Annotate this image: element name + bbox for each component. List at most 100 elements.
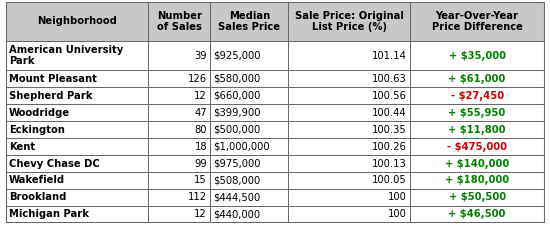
Bar xyxy=(210,206,289,223)
Text: + $35,000: + $35,000 xyxy=(449,51,505,61)
Bar xyxy=(410,70,544,87)
Bar xyxy=(210,138,289,155)
Text: 100: 100 xyxy=(388,192,406,202)
Text: + $50,500: + $50,500 xyxy=(449,192,505,202)
Text: Chevy Chase DC: Chevy Chase DC xyxy=(9,158,100,169)
Bar xyxy=(148,87,210,104)
Text: + $140,000: + $140,000 xyxy=(445,158,509,169)
Text: Sale Price: Original
List Price (%): Sale Price: Original List Price (%) xyxy=(295,11,404,32)
Text: 126: 126 xyxy=(188,74,207,84)
Bar xyxy=(210,2,289,41)
Text: 39: 39 xyxy=(195,51,207,61)
Text: 47: 47 xyxy=(195,108,207,118)
Bar xyxy=(289,155,410,172)
Bar xyxy=(210,155,289,172)
Bar xyxy=(148,138,210,155)
Text: 12: 12 xyxy=(194,91,207,101)
Text: Median
Sales Price: Median Sales Price xyxy=(218,11,280,32)
Bar xyxy=(210,87,289,104)
Bar xyxy=(210,121,289,138)
Text: - $27,450: - $27,450 xyxy=(450,91,504,101)
Text: 80: 80 xyxy=(195,125,207,135)
Text: $660,000: $660,000 xyxy=(213,91,261,101)
Bar xyxy=(289,41,410,70)
Bar xyxy=(410,172,544,189)
Text: 100.35: 100.35 xyxy=(372,125,406,135)
Text: + $46,500: + $46,500 xyxy=(448,209,506,219)
Bar xyxy=(289,87,410,104)
Text: 100.63: 100.63 xyxy=(372,74,406,84)
Bar xyxy=(289,138,410,155)
Bar xyxy=(6,155,148,172)
Text: + $55,950: + $55,950 xyxy=(448,108,506,118)
Bar xyxy=(410,2,544,41)
Bar xyxy=(6,172,148,189)
Bar xyxy=(6,87,148,104)
Bar xyxy=(6,121,148,138)
Text: American University
Park: American University Park xyxy=(9,45,123,66)
Bar xyxy=(148,189,210,206)
Text: $975,000: $975,000 xyxy=(213,158,261,169)
Bar xyxy=(148,41,210,70)
Bar xyxy=(6,206,148,223)
Text: $444,500: $444,500 xyxy=(213,192,261,202)
Bar xyxy=(6,70,148,87)
Text: Eckington: Eckington xyxy=(9,125,64,135)
Bar xyxy=(289,2,410,41)
Bar xyxy=(289,189,410,206)
Text: + $180,000: + $180,000 xyxy=(445,176,509,185)
Bar xyxy=(410,87,544,104)
Text: $580,000: $580,000 xyxy=(213,74,261,84)
Bar xyxy=(210,189,289,206)
Text: $508,000: $508,000 xyxy=(213,176,261,185)
Bar xyxy=(410,189,544,206)
Text: + $11,800: + $11,800 xyxy=(448,125,506,135)
Bar xyxy=(210,41,289,70)
Text: 100.13: 100.13 xyxy=(372,158,406,169)
Bar xyxy=(148,155,210,172)
Bar xyxy=(289,104,410,121)
Bar xyxy=(210,172,289,189)
Text: Woodridge: Woodridge xyxy=(9,108,70,118)
Bar xyxy=(410,41,544,70)
Bar xyxy=(6,41,148,70)
Bar xyxy=(148,121,210,138)
Text: - $475,000: - $475,000 xyxy=(447,142,507,152)
Text: $925,000: $925,000 xyxy=(213,51,261,61)
Bar xyxy=(6,104,148,121)
Text: 112: 112 xyxy=(188,192,207,202)
Text: 99: 99 xyxy=(194,158,207,169)
Text: 100.05: 100.05 xyxy=(372,176,406,185)
Bar xyxy=(289,206,410,223)
Bar xyxy=(6,138,148,155)
Bar xyxy=(410,104,544,121)
Bar xyxy=(148,2,210,41)
Text: $500,000: $500,000 xyxy=(213,125,261,135)
Text: Number
of Sales: Number of Sales xyxy=(157,11,202,32)
Bar xyxy=(148,172,210,189)
Bar xyxy=(289,172,410,189)
Text: Michigan Park: Michigan Park xyxy=(9,209,89,219)
Bar xyxy=(410,121,544,138)
Text: 12: 12 xyxy=(194,209,207,219)
Text: $440,000: $440,000 xyxy=(213,209,261,219)
Text: Brookland: Brookland xyxy=(9,192,66,202)
Text: 18: 18 xyxy=(195,142,207,152)
Bar xyxy=(410,138,544,155)
Text: Kent: Kent xyxy=(9,142,35,152)
Bar xyxy=(148,206,210,223)
Text: Neighborhood: Neighborhood xyxy=(37,16,117,27)
Text: 100: 100 xyxy=(388,209,406,219)
Text: Mount Pleasant: Mount Pleasant xyxy=(9,74,97,84)
Bar xyxy=(289,70,410,87)
Bar xyxy=(410,206,544,223)
Text: 100.26: 100.26 xyxy=(372,142,406,152)
Bar xyxy=(148,70,210,87)
Text: + $61,000: + $61,000 xyxy=(448,74,506,84)
Bar xyxy=(289,121,410,138)
Bar xyxy=(6,2,148,41)
Bar xyxy=(410,155,544,172)
Bar xyxy=(210,70,289,87)
Text: Wakefield: Wakefield xyxy=(9,176,65,185)
Text: Year-Over-Year
Price Difference: Year-Over-Year Price Difference xyxy=(432,11,522,32)
